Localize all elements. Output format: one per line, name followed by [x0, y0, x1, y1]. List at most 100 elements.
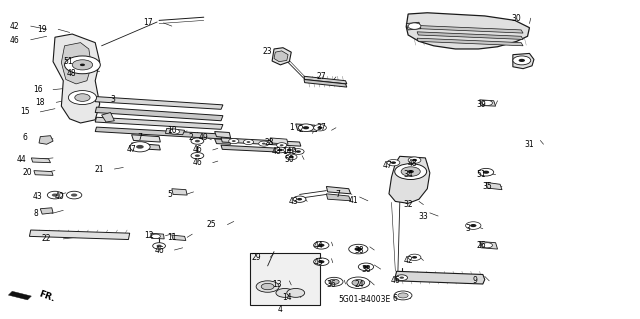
Circle shape: [285, 154, 297, 160]
Circle shape: [408, 170, 414, 173]
Circle shape: [152, 234, 161, 239]
Circle shape: [262, 143, 266, 145]
Text: 27: 27: [316, 72, 326, 81]
Text: 8: 8: [33, 209, 38, 218]
Text: 43: 43: [33, 191, 43, 201]
Polygon shape: [396, 271, 484, 284]
Circle shape: [399, 277, 404, 279]
Circle shape: [136, 145, 144, 149]
Polygon shape: [479, 241, 497, 249]
Circle shape: [349, 244, 368, 254]
Text: 6: 6: [22, 133, 28, 142]
Polygon shape: [95, 107, 223, 121]
Circle shape: [246, 141, 250, 143]
Circle shape: [317, 126, 323, 129]
Text: 42: 42: [403, 256, 413, 265]
Text: 1: 1: [289, 123, 294, 132]
Circle shape: [232, 140, 236, 142]
Polygon shape: [296, 124, 317, 131]
Circle shape: [47, 191, 63, 199]
Circle shape: [228, 138, 239, 144]
Text: 32: 32: [403, 200, 413, 209]
Polygon shape: [389, 156, 430, 203]
Circle shape: [292, 149, 304, 154]
Text: 3: 3: [110, 95, 115, 104]
Text: 38: 38: [361, 264, 371, 274]
Circle shape: [72, 60, 93, 70]
Text: 21: 21: [95, 165, 104, 174]
Circle shape: [314, 124, 326, 131]
Polygon shape: [326, 187, 351, 194]
Circle shape: [170, 129, 179, 134]
Circle shape: [482, 100, 492, 106]
Polygon shape: [486, 182, 502, 190]
Circle shape: [412, 159, 417, 161]
Circle shape: [157, 245, 162, 247]
Circle shape: [280, 144, 284, 146]
Text: 46: 46: [10, 36, 20, 45]
FancyBboxPatch shape: [250, 253, 320, 305]
Text: 37: 37: [316, 123, 326, 132]
Circle shape: [352, 279, 365, 286]
Text: 14: 14: [282, 293, 292, 302]
Text: 23: 23: [263, 47, 273, 56]
Polygon shape: [513, 53, 534, 69]
Text: 29: 29: [252, 253, 261, 262]
Circle shape: [289, 156, 294, 158]
Circle shape: [318, 260, 324, 263]
Circle shape: [318, 244, 324, 247]
Circle shape: [518, 59, 525, 62]
Circle shape: [394, 291, 412, 300]
Polygon shape: [132, 143, 161, 150]
Circle shape: [195, 154, 200, 157]
Polygon shape: [132, 135, 161, 142]
Circle shape: [363, 265, 369, 269]
Circle shape: [478, 168, 493, 176]
Circle shape: [314, 241, 329, 249]
Circle shape: [387, 160, 400, 166]
Polygon shape: [29, 230, 130, 240]
Circle shape: [259, 141, 269, 146]
Circle shape: [75, 94, 90, 101]
Text: 46: 46: [390, 276, 400, 285]
Text: 28: 28: [264, 137, 274, 146]
Circle shape: [398, 293, 408, 298]
Text: 46: 46: [193, 158, 202, 167]
Text: 5: 5: [168, 190, 172, 199]
Text: 20: 20: [22, 168, 33, 177]
Circle shape: [325, 277, 343, 286]
Text: 43: 43: [288, 197, 298, 206]
Polygon shape: [31, 158, 51, 163]
Circle shape: [329, 279, 339, 284]
Polygon shape: [95, 127, 223, 139]
Circle shape: [71, 194, 77, 197]
Text: 7: 7: [335, 190, 340, 199]
Circle shape: [80, 63, 85, 66]
Circle shape: [52, 194, 58, 197]
Text: 41: 41: [348, 196, 358, 205]
Polygon shape: [166, 128, 184, 135]
Polygon shape: [172, 189, 187, 195]
Text: 31: 31: [525, 140, 534, 149]
Text: 42: 42: [10, 22, 20, 31]
Text: 12: 12: [144, 231, 154, 240]
Text: 39: 39: [476, 100, 486, 109]
Text: 10: 10: [167, 126, 177, 135]
Text: 48: 48: [272, 147, 282, 156]
Circle shape: [297, 198, 302, 200]
Text: 46: 46: [193, 145, 202, 154]
Circle shape: [314, 258, 329, 266]
Text: 48: 48: [66, 69, 76, 78]
Text: 38: 38: [355, 246, 364, 255]
Text: 5G01-B4003E: 5G01-B4003E: [339, 295, 391, 304]
Text: FR.: FR.: [38, 290, 56, 304]
Text: 35: 35: [483, 182, 492, 191]
Polygon shape: [270, 138, 288, 144]
Polygon shape: [8, 291, 31, 300]
Text: 13: 13: [272, 280, 282, 289]
Text: 7: 7: [138, 133, 142, 142]
Circle shape: [303, 126, 309, 129]
Circle shape: [284, 147, 295, 153]
Text: 49: 49: [199, 133, 209, 142]
Polygon shape: [417, 32, 523, 40]
